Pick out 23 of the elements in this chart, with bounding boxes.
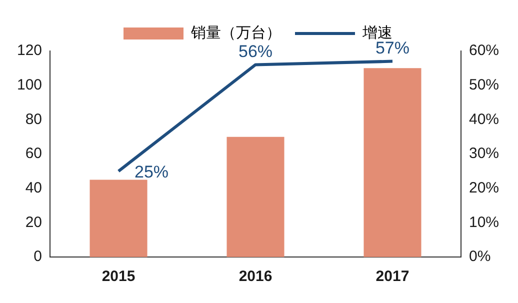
x-tick-label: 2017: [376, 268, 410, 286]
y-tick-label: 40: [25, 179, 42, 196]
y-tick-label: 100: [16, 76, 42, 94]
bar: [364, 68, 422, 257]
x-tick-label: 2015: [102, 268, 136, 286]
y2-tick-label: 40%: [468, 110, 500, 128]
y-tick-label: 60: [25, 145, 42, 162]
y2-tick-label: 60%: [468, 42, 500, 60]
y-tick-label: 120: [16, 42, 42, 60]
y2-tick-label: 10%: [468, 214, 500, 231]
y-tick-label: 0: [34, 248, 42, 266]
y2-tick-label: 50%: [468, 76, 500, 94]
x-tick-label: 2016: [238, 268, 272, 286]
bar: [90, 180, 148, 257]
y-tick-label: 20: [25, 214, 42, 231]
y-tick-label: 80: [25, 110, 42, 128]
y2-tick-label: 0%: [468, 248, 491, 266]
bar: [226, 136, 284, 257]
data-label: 25%: [134, 162, 169, 182]
data-label: 56%: [238, 42, 273, 61]
y2-tick-label: 20%: [468, 179, 500, 196]
y2-tick-label: 30%: [468, 145, 500, 162]
legend-label: 销量（万台）: [190, 23, 281, 42]
